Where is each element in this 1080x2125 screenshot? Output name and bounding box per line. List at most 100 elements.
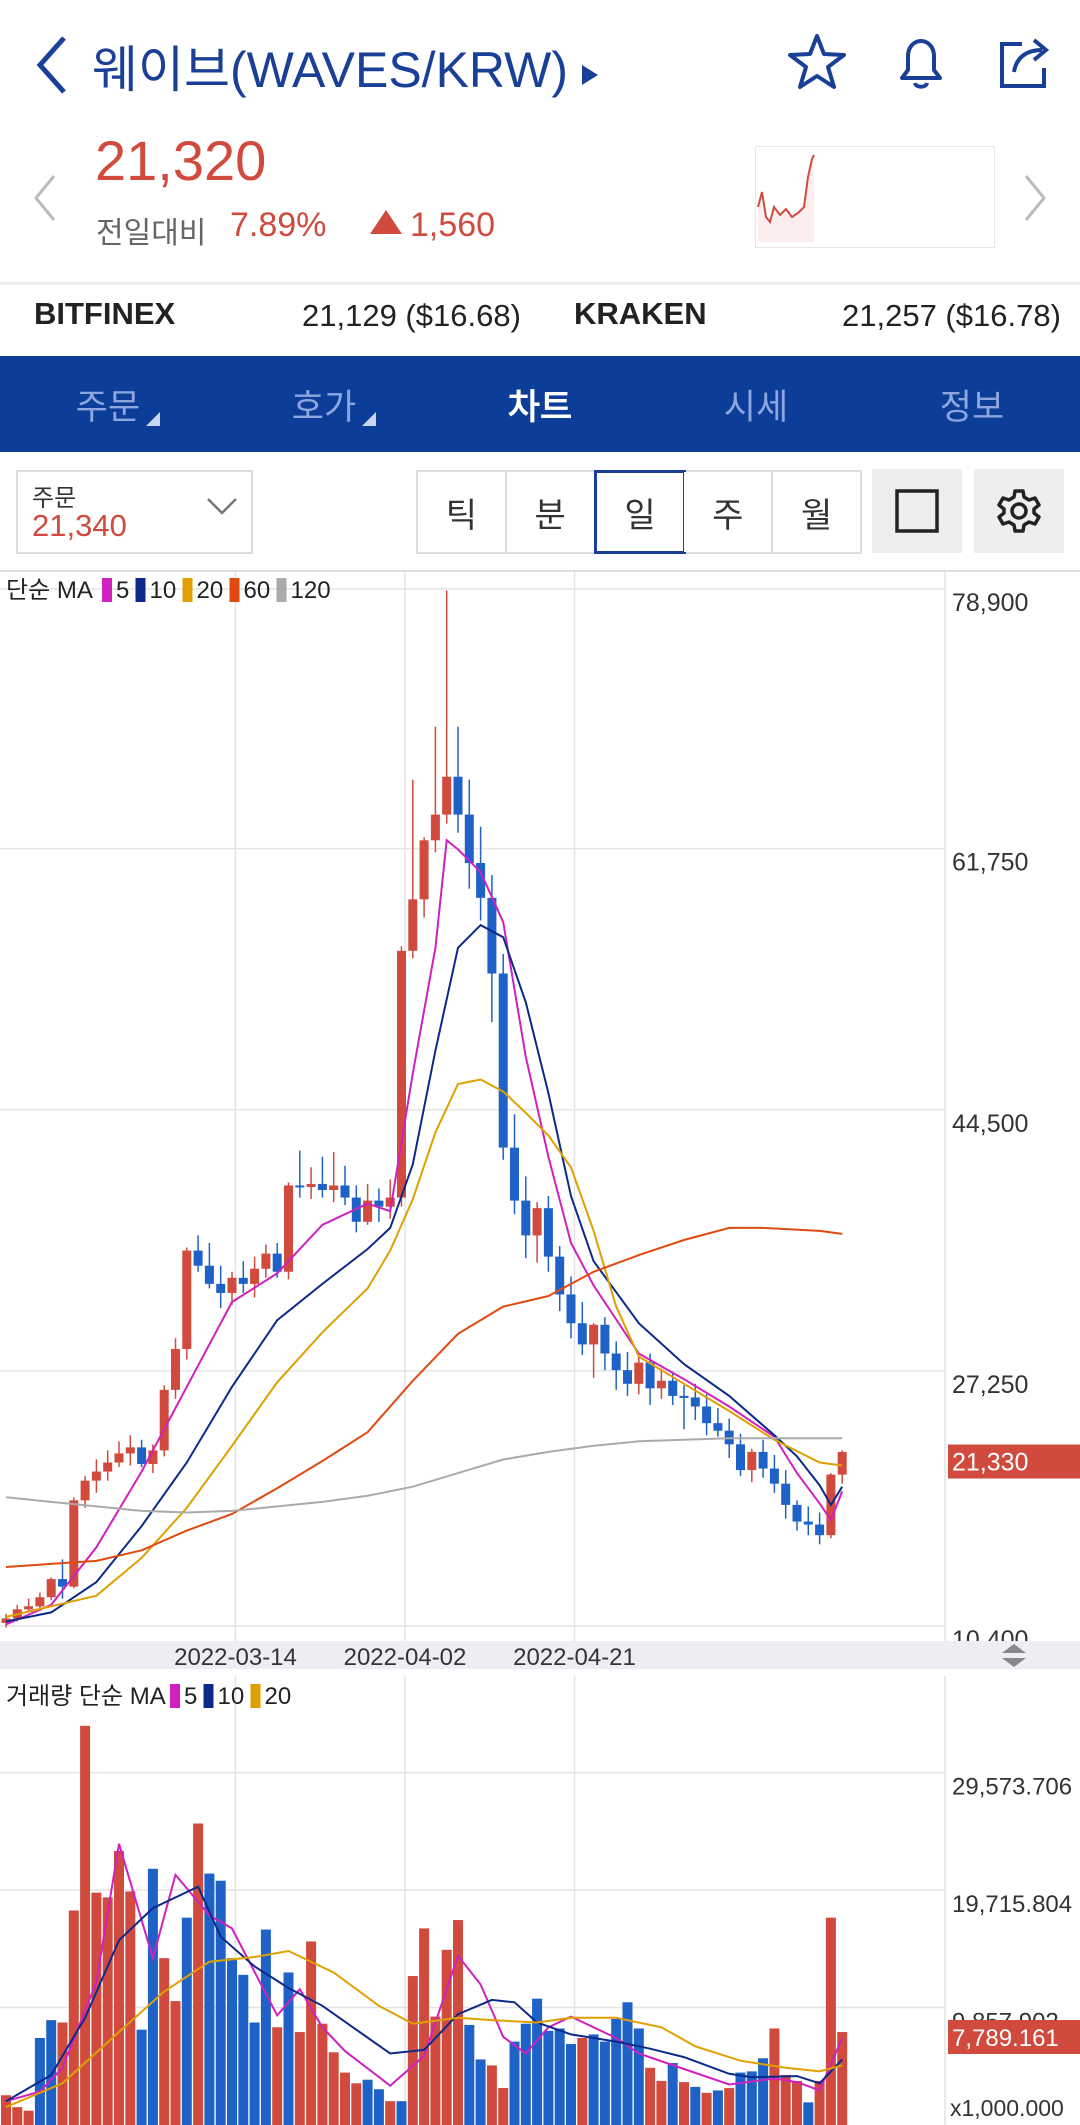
candle-body bbox=[306, 1183, 316, 1187]
candle-body bbox=[193, 1250, 203, 1266]
volume-legend-swatch-20 bbox=[250, 1684, 261, 1708]
candle-body bbox=[758, 1451, 768, 1469]
period-selector: 틱 분 일 주 월 bbox=[416, 470, 862, 554]
period-month[interactable]: 월 bbox=[773, 472, 860, 552]
exchange-value-bitfinex: 21,129 ($16.68) bbox=[302, 298, 521, 333]
volume-bar bbox=[80, 1725, 91, 2125]
candle-body bbox=[623, 1370, 632, 1384]
candle-body bbox=[340, 1185, 350, 1198]
candle-body bbox=[363, 1200, 373, 1222]
ma-line-120 bbox=[5, 1437, 843, 1514]
candle-body bbox=[148, 1450, 158, 1465]
candle-body bbox=[430, 814, 440, 841]
candle-body bbox=[690, 1397, 700, 1407]
tab-orderbook[interactable]: 호가 bbox=[216, 356, 432, 452]
volume-bar bbox=[509, 2041, 520, 2125]
star-icon[interactable] bbox=[784, 30, 850, 96]
share-icon[interactable] bbox=[992, 30, 1058, 96]
volume-bar bbox=[577, 2038, 588, 2125]
prev-coin-arrow-icon[interactable] bbox=[30, 170, 60, 226]
current-price: 21,320 bbox=[95, 129, 267, 192]
volume-bar bbox=[633, 2028, 644, 2125]
tab-quotes-label: 시세 bbox=[723, 387, 789, 427]
candle-body bbox=[532, 1208, 542, 1236]
candle-body bbox=[702, 1406, 712, 1424]
chevron-down-icon bbox=[207, 498, 237, 515]
volume-bar bbox=[362, 2079, 373, 2125]
volume-bar bbox=[193, 1823, 204, 2125]
candle-body bbox=[815, 1524, 825, 1536]
candle-body bbox=[476, 863, 486, 898]
candle-body bbox=[498, 973, 508, 1148]
page-title[interactable]: 웨이브(WAVES/KRW) bbox=[92, 30, 600, 102]
candle-body bbox=[397, 950, 406, 1198]
volume-bar bbox=[758, 2058, 769, 2125]
candle-body bbox=[713, 1423, 723, 1431]
current-price-tag-label: 21,330 bbox=[952, 1449, 1028, 1477]
candle-body bbox=[91, 1471, 101, 1481]
volume-bar bbox=[114, 1850, 124, 2125]
volume-bar bbox=[645, 2067, 656, 2125]
candle-body bbox=[374, 1200, 384, 1207]
candle-body bbox=[736, 1444, 745, 1471]
candle-body bbox=[589, 1324, 599, 1345]
candle-body bbox=[250, 1268, 260, 1284]
candle-body bbox=[35, 1597, 45, 1607]
legend-swatch-10 bbox=[135, 578, 146, 602]
next-coin-arrow-icon[interactable] bbox=[1020, 170, 1050, 226]
legend-item-120: 120 bbox=[291, 577, 331, 604]
period-day[interactable]: 일 bbox=[593, 470, 687, 554]
change-percent: 7.89% bbox=[230, 206, 327, 244]
candle-body bbox=[487, 897, 497, 974]
period-week[interactable]: 주 bbox=[684, 472, 774, 552]
period-tick[interactable]: 틱 bbox=[418, 472, 507, 552]
legend-swatch-60 bbox=[229, 578, 240, 602]
volume-bar bbox=[803, 2102, 814, 2125]
volume-bar bbox=[294, 2032, 305, 2125]
candle-body bbox=[329, 1185, 339, 1191]
volume-bar bbox=[780, 2074, 791, 2125]
candle-body bbox=[668, 1380, 678, 1396]
volume-bar bbox=[125, 1891, 136, 2125]
candle-body bbox=[216, 1283, 226, 1293]
legend-item-60: 60 bbox=[244, 577, 271, 604]
tab-chart[interactable]: 차트 bbox=[432, 356, 648, 452]
order-price-select[interactable]: 주문 21,340 bbox=[16, 470, 253, 554]
volume-bar bbox=[599, 2041, 610, 2125]
volume-bar bbox=[486, 2065, 497, 2125]
bell-icon[interactable] bbox=[888, 30, 954, 96]
period-tick-label: 틱 bbox=[445, 496, 478, 535]
price-legend-label: 단순 MA bbox=[6, 577, 93, 604]
candle-body bbox=[419, 840, 429, 900]
chart-top-border bbox=[0, 570, 1080, 572]
volume-bar bbox=[215, 1880, 226, 2125]
volume-bar bbox=[238, 1974, 249, 2125]
resize-down-icon bbox=[1002, 1658, 1026, 1667]
tab-order[interactable]: 주문 bbox=[0, 356, 216, 452]
volume-axis-tick: 19,715.804 bbox=[952, 1891, 1072, 1918]
volume-bar bbox=[147, 1868, 158, 2125]
candle-body bbox=[272, 1253, 282, 1272]
back-icon[interactable] bbox=[30, 30, 74, 100]
period-minute[interactable]: 분 bbox=[506, 472, 596, 552]
price-axis-tick: 78,900 bbox=[952, 589, 1028, 617]
volume-bar bbox=[532, 1998, 543, 2125]
candle-body bbox=[24, 1606, 34, 1610]
fullscreen-button[interactable] bbox=[872, 469, 962, 553]
chart-settings-button[interactable] bbox=[974, 469, 1064, 553]
volume-bar bbox=[204, 1873, 215, 2125]
volume-legend-item-5: 5 bbox=[184, 1683, 197, 1710]
x-axis-band bbox=[0, 1641, 1080, 1669]
volume-bar bbox=[837, 2032, 848, 2125]
mini-chart[interactable] bbox=[755, 146, 995, 248]
candle-body bbox=[645, 1362, 655, 1389]
candle-body bbox=[634, 1362, 644, 1384]
tab-orderbook-label: 호가 bbox=[291, 387, 357, 427]
title-dropdown-icon bbox=[581, 65, 598, 85]
volume-bar bbox=[181, 1917, 192, 2125]
candle-body bbox=[317, 1183, 327, 1191]
tab-quotes[interactable]: 시세 bbox=[648, 356, 864, 452]
tab-info[interactable]: 정보 bbox=[864, 356, 1080, 452]
legend-item-10: 10 bbox=[150, 577, 177, 604]
